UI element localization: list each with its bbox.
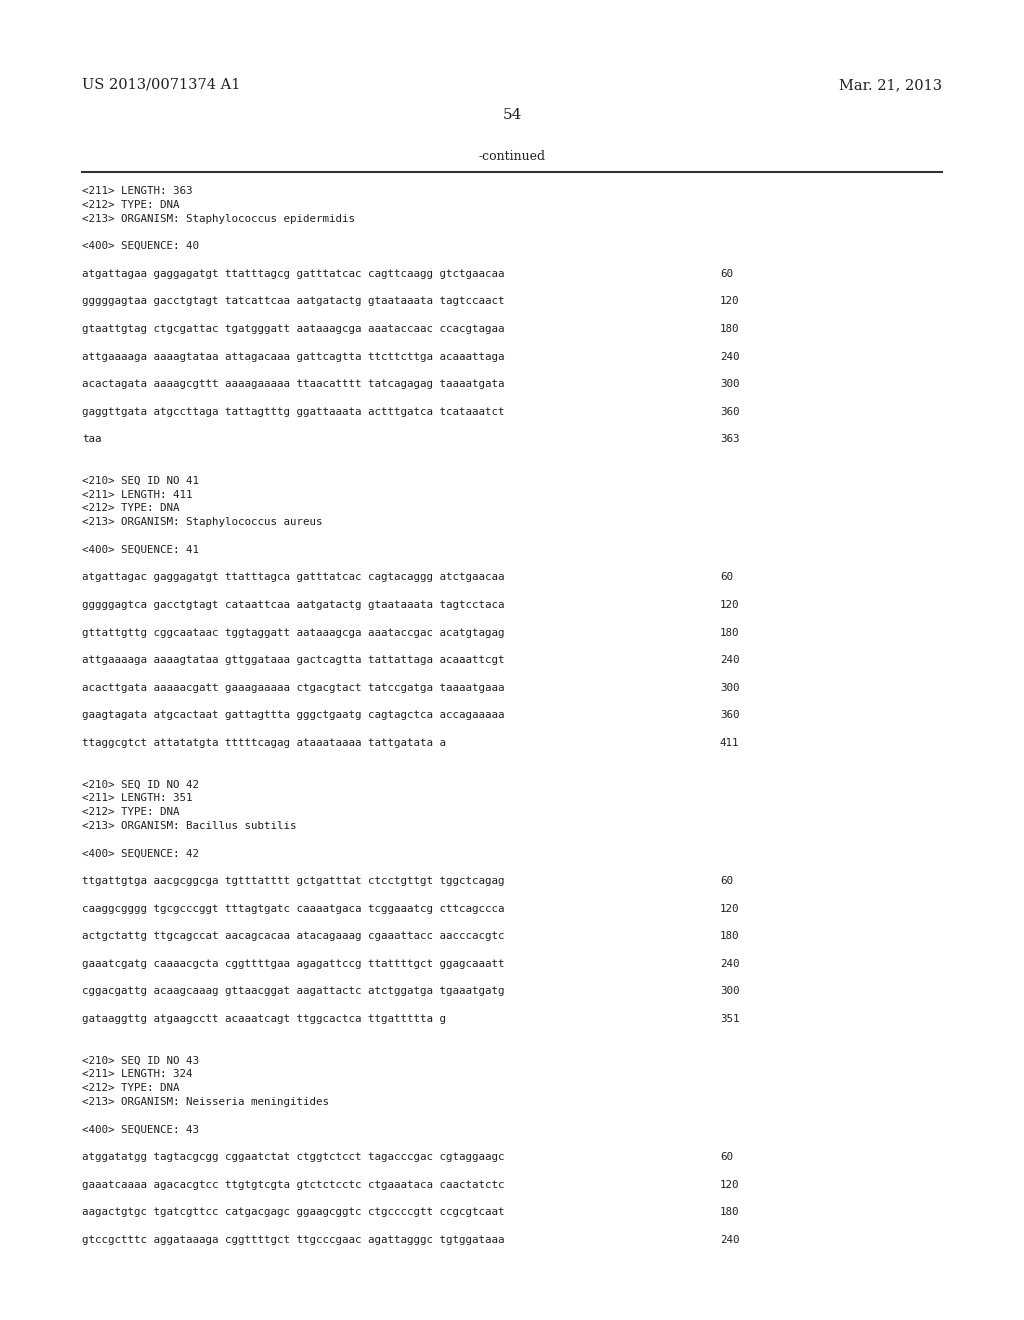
Text: ttaggcgtct attatatgta tttttcagag ataaataaaa tattgatata a: ttaggcgtct attatatgta tttttcagag ataaata… — [82, 738, 446, 748]
Text: Mar. 21, 2013: Mar. 21, 2013 — [839, 78, 942, 92]
Text: gggggagtca gacctgtagt cataattcaa aatgatactg gtaataaata tagtcctaca: gggggagtca gacctgtagt cataattcaa aatgata… — [82, 601, 505, 610]
Text: 60: 60 — [720, 1152, 733, 1162]
Text: <213> ORGANISM: Neisseria meningitides: <213> ORGANISM: Neisseria meningitides — [82, 1097, 329, 1106]
Text: 240: 240 — [720, 1234, 739, 1245]
Text: 300: 300 — [720, 986, 739, 997]
Text: aagactgtgc tgatcgttcc catgacgagc ggaagcggtc ctgccccgtt ccgcgtcaat: aagactgtgc tgatcgttcc catgacgagc ggaagcg… — [82, 1208, 505, 1217]
Text: 180: 180 — [720, 931, 739, 941]
Text: gttattgttg cggcaataac tggtaggatt aataaagcga aaataccgac acatgtagag: gttattgttg cggcaataac tggtaggatt aataaag… — [82, 627, 505, 638]
Text: attgaaaaga aaaagtataa attagacaaa gattcagtta ttcttcttga acaaattaga: attgaaaaga aaaagtataa attagacaaa gattcag… — [82, 351, 505, 362]
Text: 54: 54 — [503, 108, 521, 121]
Text: attgaaaaga aaaagtataa gttggataaa gactcagtta tattattaga acaaattcgt: attgaaaaga aaaagtataa gttggataaa gactcag… — [82, 655, 505, 665]
Text: <211> LENGTH: 363: <211> LENGTH: 363 — [82, 186, 193, 195]
Text: gtccgctttc aggataaaga cggttttgct ttgcccgaac agattagggc tgtggataaa: gtccgctttc aggataaaga cggttttgct ttgcccg… — [82, 1234, 505, 1245]
Text: cggacgattg acaagcaaag gttaacggat aagattactc atctggatga tgaaatgatg: cggacgattg acaagcaaag gttaacggat aagatta… — [82, 986, 505, 997]
Text: caaggcgggg tgcgcccggt tttagtgatc caaaatgaca tcggaaatcg cttcagccca: caaggcgggg tgcgcccggt tttagtgatc caaaatg… — [82, 904, 505, 913]
Text: atggatatgg tagtacgcgg cggaatctat ctggtctcct tagacccgac cgtaggaagc: atggatatgg tagtacgcgg cggaatctat ctggtct… — [82, 1152, 505, 1162]
Text: 240: 240 — [720, 351, 739, 362]
Text: actgctattg ttgcagccat aacagcacaa atacagaaag cgaaattacc aacccacgtc: actgctattg ttgcagccat aacagcacaa atacaga… — [82, 931, 505, 941]
Text: gataaggttg atgaagcctt acaaatcagt ttggcactca ttgattttta g: gataaggttg atgaagcctt acaaatcagt ttggcac… — [82, 1014, 446, 1024]
Text: 180: 180 — [720, 1208, 739, 1217]
Text: 360: 360 — [720, 710, 739, 721]
Text: taa: taa — [82, 434, 101, 445]
Text: 120: 120 — [720, 601, 739, 610]
Text: 60: 60 — [720, 573, 733, 582]
Text: 351: 351 — [720, 1014, 739, 1024]
Text: <210> SEQ ID NO 41: <210> SEQ ID NO 41 — [82, 475, 199, 486]
Text: 240: 240 — [720, 655, 739, 665]
Text: <212> TYPE: DNA: <212> TYPE: DNA — [82, 503, 179, 513]
Text: 180: 180 — [720, 627, 739, 638]
Text: 180: 180 — [720, 323, 739, 334]
Text: 120: 120 — [720, 1180, 739, 1189]
Text: gaaatcaaaa agacacgtcc ttgtgtcgta gtctctcctc ctgaaataca caactatctc: gaaatcaaaa agacacgtcc ttgtgtcgta gtctctc… — [82, 1180, 505, 1189]
Text: <212> TYPE: DNA: <212> TYPE: DNA — [82, 1082, 179, 1093]
Text: <211> LENGTH: 324: <211> LENGTH: 324 — [82, 1069, 193, 1080]
Text: 120: 120 — [720, 297, 739, 306]
Text: gtaattgtag ctgcgattac tgatgggatt aataaagcga aaataccaac ccacgtagaa: gtaattgtag ctgcgattac tgatgggatt aataaag… — [82, 323, 505, 334]
Text: acactagata aaaagcgttt aaaagaaaaa ttaacatttt tatcagagag taaaatgata: acactagata aaaagcgttt aaaagaaaaa ttaacat… — [82, 379, 505, 389]
Text: -continued: -continued — [478, 150, 546, 162]
Text: gaaatcgatg caaaacgcta cggttttgaa agagattccg ttattttgct ggagcaaatt: gaaatcgatg caaaacgcta cggttttgaa agagatt… — [82, 958, 505, 969]
Text: <213> ORGANISM: Staphylococcus aureus: <213> ORGANISM: Staphylococcus aureus — [82, 517, 323, 527]
Text: gaggttgata atgccttaga tattagtttg ggattaaata actttgatca tcataaatct: gaggttgata atgccttaga tattagtttg ggattaa… — [82, 407, 505, 417]
Text: acacttgata aaaaacgatt gaaagaaaaa ctgacgtact tatccgatga taaaatgaaa: acacttgata aaaaacgatt gaaagaaaaa ctgacgt… — [82, 682, 505, 693]
Text: <400> SEQUENCE: 40: <400> SEQUENCE: 40 — [82, 242, 199, 251]
Text: <210> SEQ ID NO 43: <210> SEQ ID NO 43 — [82, 1056, 199, 1065]
Text: 60: 60 — [720, 876, 733, 886]
Text: <400> SEQUENCE: 41: <400> SEQUENCE: 41 — [82, 545, 199, 554]
Text: 300: 300 — [720, 379, 739, 389]
Text: US 2013/0071374 A1: US 2013/0071374 A1 — [82, 78, 241, 92]
Text: <213> ORGANISM: Staphylococcus epidermidis: <213> ORGANISM: Staphylococcus epidermid… — [82, 214, 355, 223]
Text: 300: 300 — [720, 682, 739, 693]
Text: 120: 120 — [720, 904, 739, 913]
Text: <212> TYPE: DNA: <212> TYPE: DNA — [82, 199, 179, 210]
Text: <211> LENGTH: 351: <211> LENGTH: 351 — [82, 793, 193, 803]
Text: 240: 240 — [720, 958, 739, 969]
Text: <400> SEQUENCE: 43: <400> SEQUENCE: 43 — [82, 1125, 199, 1134]
Text: 363: 363 — [720, 434, 739, 445]
Text: <400> SEQUENCE: 42: <400> SEQUENCE: 42 — [82, 849, 199, 858]
Text: <211> LENGTH: 411: <211> LENGTH: 411 — [82, 490, 193, 499]
Text: atgattagac gaggagatgt ttatttagca gatttatcac cagtacaggg atctgaacaa: atgattagac gaggagatgt ttatttagca gatttat… — [82, 573, 505, 582]
Text: 360: 360 — [720, 407, 739, 417]
Text: ttgattgtga aacgcggcga tgtttatttt gctgatttat ctcctgttgt tggctcagag: ttgattgtga aacgcggcga tgtttatttt gctgatt… — [82, 876, 505, 886]
Text: gaagtagata atgcactaat gattagttta gggctgaatg cagtagctca accagaaaaa: gaagtagata atgcactaat gattagttta gggctga… — [82, 710, 505, 721]
Text: <213> ORGANISM: Bacillus subtilis: <213> ORGANISM: Bacillus subtilis — [82, 821, 297, 830]
Text: 411: 411 — [720, 738, 739, 748]
Text: gggggagtaa gacctgtagt tatcattcaa aatgatactg gtaataaata tagtccaact: gggggagtaa gacctgtagt tatcattcaa aatgata… — [82, 297, 505, 306]
Text: <210> SEQ ID NO 42: <210> SEQ ID NO 42 — [82, 779, 199, 789]
Text: <212> TYPE: DNA: <212> TYPE: DNA — [82, 807, 179, 817]
Text: 60: 60 — [720, 269, 733, 279]
Text: atgattagaa gaggagatgt ttatttagcg gatttatcac cagttcaagg gtctgaacaa: atgattagaa gaggagatgt ttatttagcg gatttat… — [82, 269, 505, 279]
